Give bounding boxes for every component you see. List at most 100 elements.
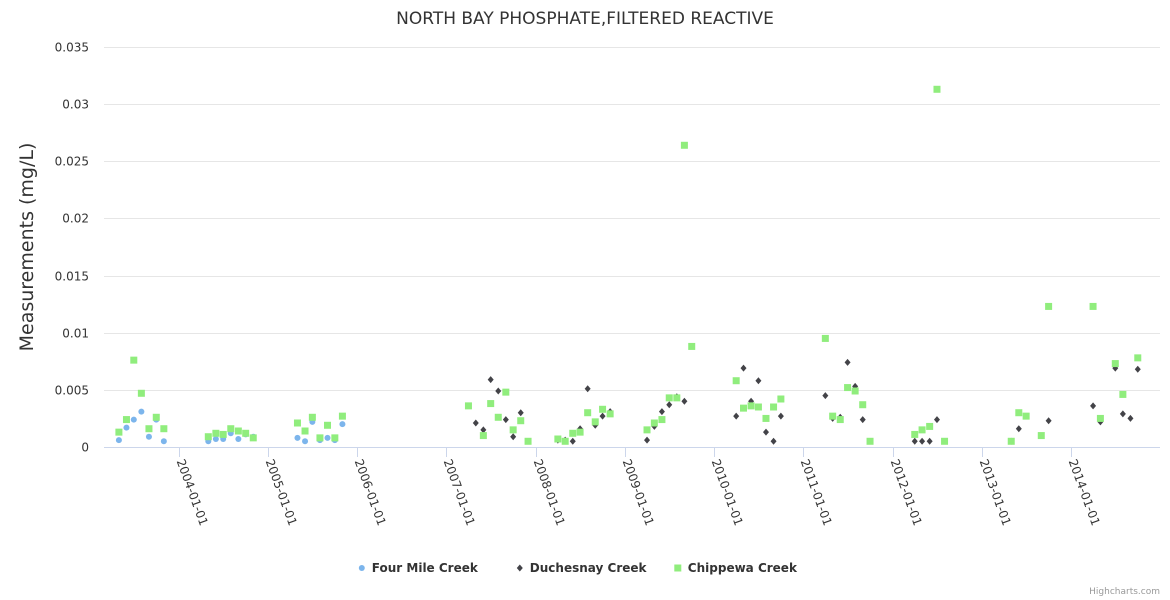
data-point[interactable] [524, 437, 532, 445]
data-point[interactable] [502, 388, 510, 396]
data-point[interactable] [926, 422, 934, 430]
data-point[interactable] [517, 417, 525, 425]
data-point[interactable] [740, 404, 748, 412]
data-point[interactable] [859, 416, 866, 424]
data-point[interactable] [732, 377, 740, 385]
data-point[interactable] [777, 412, 784, 420]
data-point[interactable] [316, 434, 324, 442]
data-point[interactable] [688, 342, 696, 350]
data-point[interactable] [294, 434, 301, 441]
data-point[interactable] [680, 141, 688, 149]
data-point[interactable] [859, 401, 867, 409]
data-point[interactable] [777, 395, 785, 403]
credits-link[interactable]: Highcharts.com [1089, 587, 1160, 597]
data-point[interactable] [130, 416, 137, 423]
data-point[interactable] [487, 400, 495, 408]
data-point[interactable] [242, 429, 250, 437]
data-point[interactable] [1134, 354, 1142, 362]
data-point[interactable] [123, 424, 130, 431]
data-point[interactable] [137, 389, 145, 397]
data-point[interactable] [145, 425, 153, 433]
data-point[interactable] [160, 438, 167, 445]
data-point[interactable] [1119, 410, 1126, 418]
data-point[interactable] [554, 435, 562, 443]
data-point[interactable] [472, 419, 479, 427]
data-point[interactable] [851, 387, 859, 395]
data-point[interactable] [1111, 360, 1119, 368]
data-point[interactable] [1045, 302, 1053, 310]
data-point[interactable] [911, 437, 918, 445]
data-point[interactable] [115, 428, 123, 436]
data-point[interactable] [926, 437, 933, 445]
data-point[interactable] [138, 408, 145, 415]
data-point[interactable] [204, 433, 212, 441]
data-point[interactable] [844, 384, 852, 392]
data-point[interactable] [644, 436, 651, 444]
data-point[interactable] [480, 426, 487, 434]
data-point[interactable] [235, 436, 242, 442]
data-point[interactable] [584, 385, 591, 393]
data-point[interactable] [1007, 437, 1015, 445]
data-point[interactable] [665, 394, 673, 402]
data-point[interactable] [569, 429, 577, 437]
data-point[interactable] [160, 425, 168, 433]
data-point[interactable] [324, 421, 332, 429]
data-point[interactable] [338, 412, 346, 420]
legend-item-four-mile-creek[interactable]: Four Mile Creek [358, 561, 479, 575]
data-point[interactable] [122, 416, 130, 424]
data-point[interactable] [1089, 302, 1097, 310]
data-point[interactable] [1022, 412, 1030, 420]
data-point[interactable] [561, 437, 569, 445]
data-point[interactable] [829, 412, 837, 420]
data-point[interactable] [479, 432, 487, 440]
data-point[interactable] [494, 413, 502, 421]
data-point[interactable] [130, 356, 138, 364]
data-point[interactable] [510, 433, 517, 441]
data-point[interactable] [1096, 414, 1104, 422]
data-point[interactable] [747, 402, 755, 410]
data-point[interactable] [866, 437, 874, 445]
data-point[interactable] [911, 430, 919, 438]
data-point[interactable] [569, 437, 576, 445]
data-point[interactable] [1119, 390, 1127, 398]
data-point[interactable] [681, 397, 688, 405]
data-point[interactable] [933, 85, 941, 93]
data-point[interactable] [509, 426, 517, 434]
data-point[interactable] [933, 416, 940, 424]
data-point[interactable] [643, 426, 651, 434]
data-point[interactable] [844, 358, 851, 366]
data-point[interactable] [673, 394, 681, 402]
data-point[interactable] [919, 437, 926, 445]
data-point[interactable] [1015, 425, 1022, 433]
data-point[interactable] [212, 429, 220, 437]
data-point[interactable] [584, 409, 592, 417]
data-point[interactable] [1127, 414, 1134, 422]
data-point[interactable] [1134, 365, 1141, 373]
data-point[interactable] [464, 402, 472, 410]
data-point[interactable] [293, 419, 301, 427]
data-point[interactable] [302, 438, 309, 445]
data-point[interactable] [331, 434, 339, 442]
data-point[interactable] [495, 387, 502, 395]
data-point[interactable] [115, 437, 122, 444]
data-point[interactable] [301, 427, 309, 435]
data-point[interactable] [836, 416, 844, 424]
data-point[interactable] [234, 427, 242, 435]
data-point[interactable] [733, 412, 740, 420]
data-point[interactable] [762, 414, 770, 422]
data-point[interactable] [1045, 417, 1052, 425]
data-point[interactable] [650, 419, 658, 427]
data-point[interactable] [740, 364, 747, 372]
data-point[interactable] [487, 376, 494, 384]
data-point[interactable] [606, 410, 614, 418]
data-point[interactable] [821, 334, 829, 342]
data-point[interactable] [918, 426, 926, 434]
data-point[interactable] [941, 437, 949, 445]
data-point[interactable] [145, 433, 152, 440]
data-point[interactable] [822, 392, 829, 400]
data-point[interactable] [658, 416, 666, 424]
data-point[interactable] [219, 430, 227, 438]
data-point[interactable] [249, 434, 257, 442]
data-point[interactable] [227, 425, 235, 433]
data-point[interactable] [152, 413, 160, 421]
